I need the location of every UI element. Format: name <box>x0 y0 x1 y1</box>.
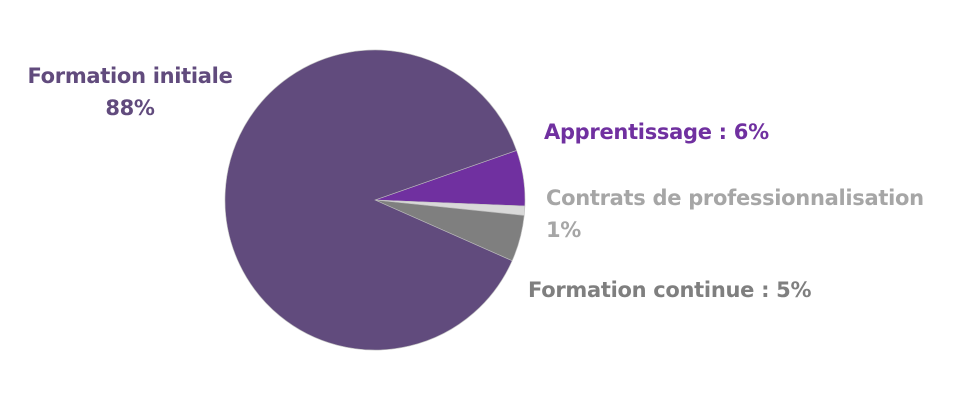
label-apprentissage-text: Apprentissage : 6% <box>544 120 769 144</box>
label-contrats-professionnalisation: Contrats de professionnalisation 1% <box>546 182 924 246</box>
label-formation-initiale-name: Formation initiale <box>27 64 233 88</box>
pie-slice-formation-initiale <box>224 49 517 351</box>
label-formation-continue-text: Formation continue : 5% <box>528 278 812 302</box>
label-contrats-name: Contrats de professionnalisation <box>546 186 924 210</box>
label-formation-continue: Formation continue : 5% <box>528 274 812 306</box>
label-formation-initiale-value: 88% <box>105 96 155 120</box>
label-contrats-value: 1% <box>546 218 582 242</box>
label-formation-initiale: Formation initiale 88% <box>14 60 246 124</box>
label-apprentissage: Apprentissage : 6% <box>544 116 769 148</box>
